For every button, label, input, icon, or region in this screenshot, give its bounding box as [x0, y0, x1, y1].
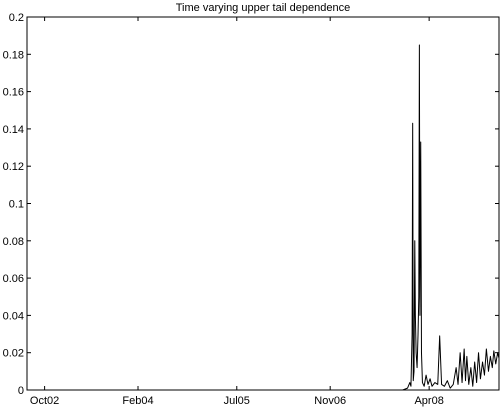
x-tick-label: Feb04 [122, 395, 153, 407]
y-axis: 0 0.02 0.04 0.06 0.08 0.1 0.12 0.14 0.16 0.18 0.2 [3, 12, 499, 397]
y-tick-label: 0.12 [3, 161, 24, 173]
y-tick-label: 0.02 [3, 348, 24, 360]
x-tick-label: Apr08 [414, 395, 443, 407]
y-tick-label: 0.14 [3, 124, 24, 136]
x-tick-label: Oct02 [30, 395, 59, 407]
plot-frame [26, 16, 500, 391]
x-tick-label: Jul05 [224, 395, 250, 407]
y-tick-label: 0.04 [3, 310, 24, 322]
y-tick-label: 0.1 [9, 199, 24, 211]
series-layer [27, 44, 500, 391]
y-tick-label: 0.16 [3, 87, 24, 99]
y-tick-label: 0.2 [9, 12, 24, 24]
y-tick-label: 0.18 [3, 49, 24, 61]
series-line [27, 44, 500, 391]
y-tick-label: 0.08 [3, 236, 24, 248]
chart-title: Time varying upper tail dependence [176, 2, 350, 14]
x-axis: Oct02 Feb04 Jul05 Nov06 Apr08 [30, 17, 444, 407]
y-tick-label: 0.06 [3, 273, 24, 285]
x-tick-label: Nov06 [314, 395, 346, 407]
y-tick-label: 0 [18, 385, 24, 397]
